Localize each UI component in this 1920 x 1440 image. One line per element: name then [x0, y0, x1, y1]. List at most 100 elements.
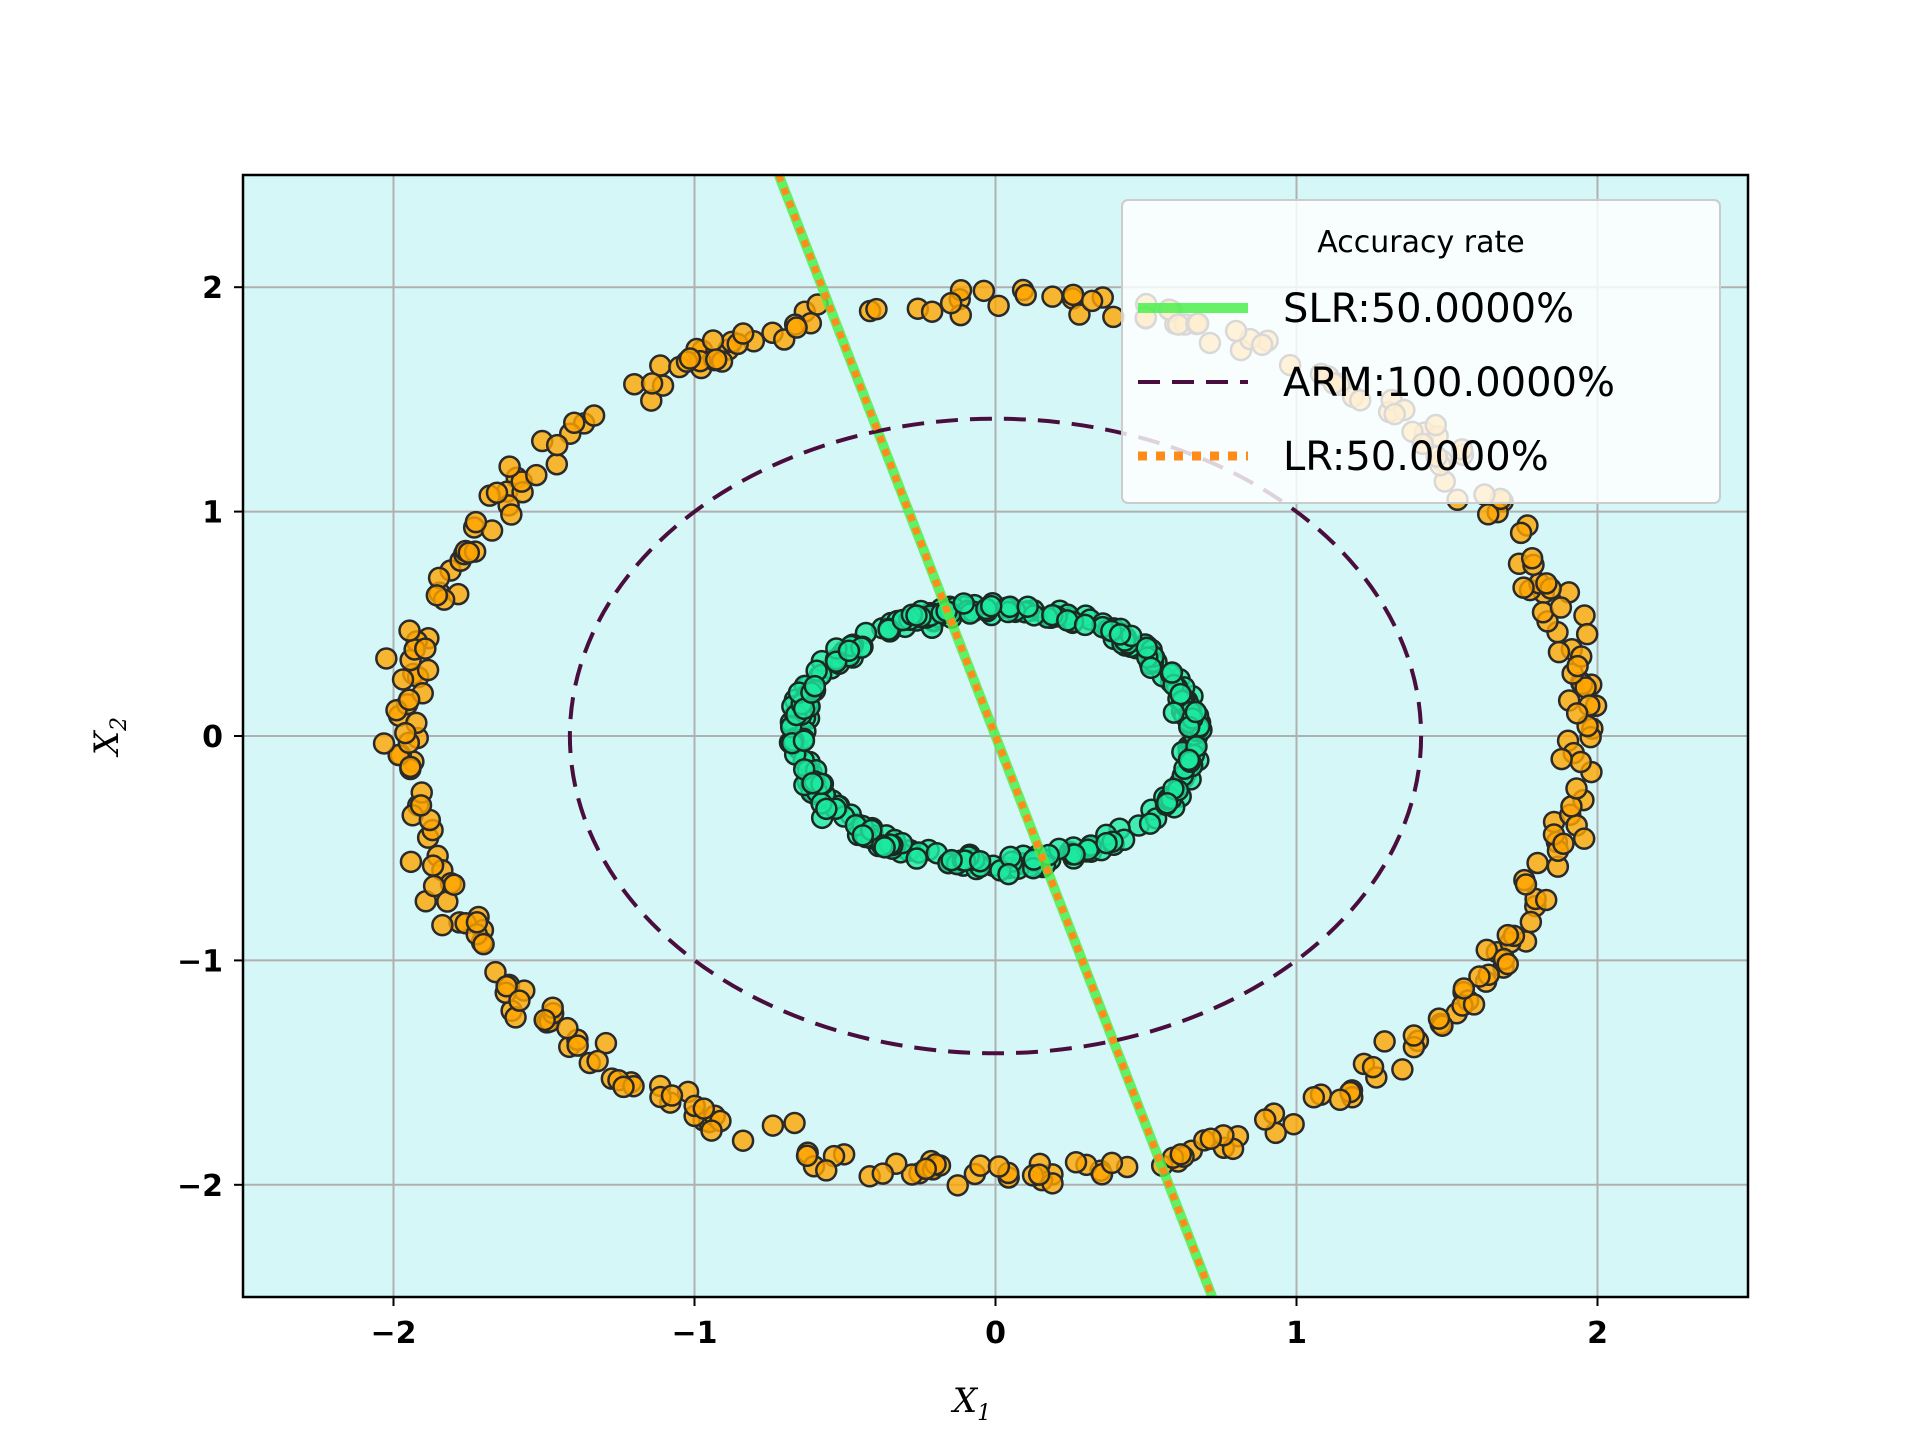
x-axis-label: X1 [950, 1381, 991, 1426]
scatter-point [701, 329, 725, 352]
scatter-point [394, 721, 417, 745]
scatter-point [1302, 1086, 1326, 1109]
scatter-point [1155, 791, 1179, 815]
scatter-point [464, 510, 488, 534]
scatter-point [582, 404, 606, 427]
y-tick-label: −1 [177, 944, 223, 979]
scatter-point [398, 619, 421, 642]
scatter-point [612, 1075, 635, 1099]
scatter-point [1068, 303, 1091, 326]
x-tick-label: 1 [1286, 1316, 1307, 1351]
legend: Accuracy rate SLR:50.0000% ARM:100.0000%… [1121, 199, 1721, 504]
scatter-point [1169, 1143, 1193, 1166]
scatter-point [594, 1031, 618, 1055]
y-tick-label: 1 [202, 496, 223, 531]
scatter-point [1565, 777, 1588, 800]
scatter-point [1135, 636, 1158, 660]
scatter-point [586, 1049, 609, 1073]
scatter-point [761, 1114, 785, 1137]
scatter-point [1549, 596, 1573, 619]
scatter-point [1361, 1055, 1385, 1079]
scatter-point [1169, 682, 1192, 706]
scatter-point [372, 732, 396, 755]
scatter-point [1064, 1151, 1088, 1174]
scatter-point [1080, 289, 1104, 313]
x-tick-label: 2 [1587, 1316, 1608, 1351]
scatter-point [1184, 700, 1208, 724]
scatter-point [1138, 812, 1162, 835]
scatter-point [837, 639, 861, 663]
scatter-point [1566, 654, 1589, 678]
scatter-point [1519, 910, 1543, 934]
scatter-point [465, 911, 489, 934]
scatter-point [1427, 1007, 1451, 1030]
scatter-point [785, 316, 808, 339]
scatter-point [801, 771, 824, 795]
scatter-point [871, 1162, 895, 1185]
legend-box [1121, 199, 1721, 504]
scatter-point [472, 932, 495, 956]
scatter-point [566, 1034, 589, 1057]
scatter-point [873, 836, 896, 859]
scatter-point [397, 688, 421, 712]
scatter-point [1468, 965, 1491, 988]
scatter-point [545, 452, 569, 476]
scatter-point [692, 1097, 716, 1120]
scatter-point [1391, 1058, 1414, 1081]
y-tick-label: 0 [202, 720, 223, 755]
scatter-point [952, 592, 975, 615]
scatter-point [731, 1129, 755, 1152]
scatter-point [416, 658, 440, 682]
scatter-point [1573, 604, 1596, 627]
scatter-point [905, 604, 928, 627]
scatter-point [987, 1155, 1011, 1178]
scatter-point [1100, 1151, 1124, 1175]
legend-entry-lr: LR:50.0000% [1283, 434, 1549, 480]
scatter-point [815, 1159, 838, 1182]
scatter-point [1512, 576, 1535, 599]
scatter-point [414, 637, 437, 660]
scatter-point [1552, 832, 1575, 855]
scatter-point [1014, 283, 1037, 307]
scatter-point [987, 294, 1010, 318]
scatter-point [457, 541, 481, 564]
scatter-point [1547, 640, 1571, 664]
scatter-point [905, 847, 928, 870]
scatter-point [1452, 977, 1476, 1000]
svg-text:X2: X2 [87, 717, 132, 758]
scatter-point [1534, 888, 1558, 912]
scatter-point [972, 279, 996, 303]
x-tick-label: −1 [671, 1316, 717, 1351]
scatter-point [533, 1008, 556, 1032]
scatter-point [783, 1111, 806, 1135]
x-tick-label: −2 [370, 1316, 416, 1351]
scatter-point [485, 481, 509, 504]
scatter-point [969, 1154, 992, 1177]
y-tick-label: 2 [202, 271, 223, 306]
scatter-point [421, 854, 445, 877]
scatter-point [1496, 952, 1519, 976]
scatter-point [700, 1119, 723, 1142]
scatter-point [1402, 1024, 1426, 1047]
scatter-point [1565, 702, 1589, 725]
lr-line [775, 173, 1216, 1299]
scatter-point [1496, 923, 1520, 947]
scatter-point [1027, 1163, 1051, 1186]
scatter-point [1139, 656, 1163, 680]
scatter-point [865, 297, 888, 321]
scatter-point [391, 668, 415, 691]
scatter-point [815, 797, 838, 821]
scatter-point [731, 322, 755, 345]
scatter-point [1016, 595, 1039, 618]
arm-boundary [567, 416, 1424, 1056]
scatter-point [1520, 547, 1544, 570]
scatter-point [409, 794, 433, 817]
scatter-point [1475, 938, 1498, 962]
scatter-point [968, 849, 992, 873]
scatter-point [1462, 993, 1486, 1016]
scatter-point [1373, 1030, 1396, 1053]
scatter-point [1514, 873, 1538, 896]
legend-entry-arm: ARM:100.0000% [1283, 360, 1615, 406]
scatter-point [939, 291, 963, 315]
scatter-point [545, 433, 569, 457]
